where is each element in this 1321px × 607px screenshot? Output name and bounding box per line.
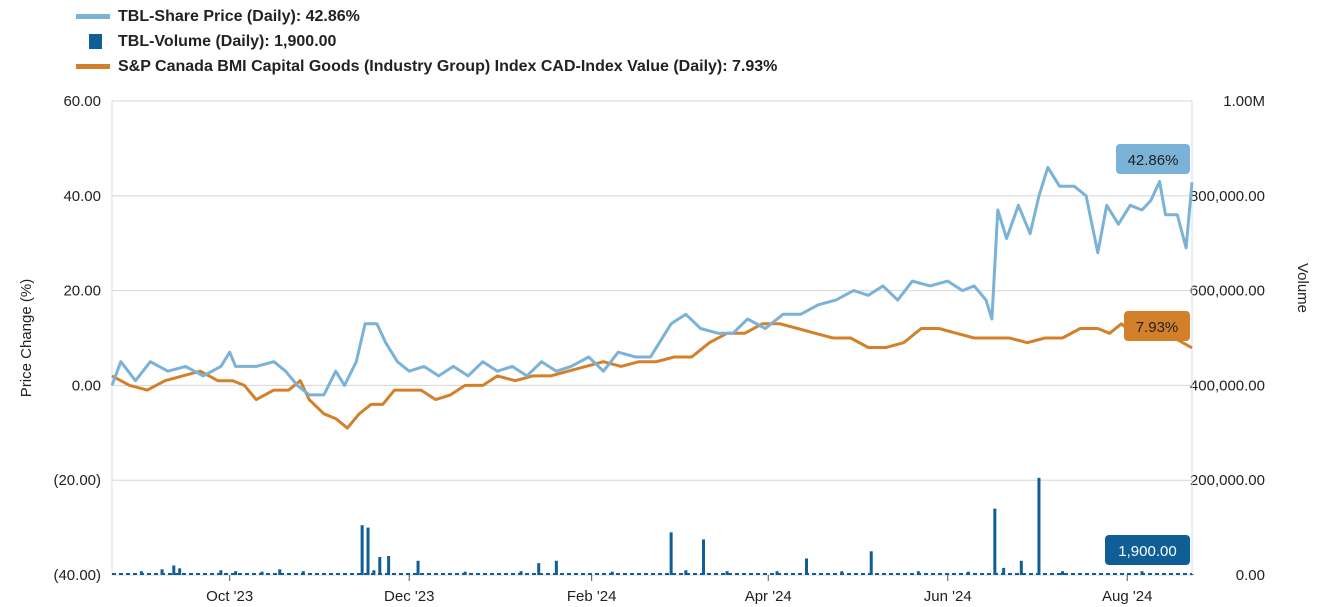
volume-bar — [610, 571, 614, 575]
volume-bar — [916, 571, 920, 575]
volume-bar — [1140, 571, 1144, 575]
volume-bar — [301, 571, 305, 575]
legend-item-index: S&P Canada BMI Capital Goods (Industry G… — [76, 54, 777, 79]
volume-bar — [840, 571, 844, 575]
value-callout-label: 42.86% — [1128, 152, 1179, 169]
volume-bar — [669, 532, 673, 575]
y-axis-title: Price Change (%) — [18, 279, 35, 397]
x-tick-label: Dec '23 — [384, 588, 434, 605]
share-price-line — [110, 165, 1194, 397]
x-tick-label: Apr '24 — [745, 588, 792, 605]
volume-bar — [366, 527, 370, 575]
y-tick-label: (40.00) — [53, 567, 101, 584]
volume-bar — [1190, 574, 1194, 576]
volume-bar — [463, 571, 467, 575]
volume-bar — [554, 560, 558, 575]
legend: TBL-Share Price (Daily): 42.86% TBL-Volu… — [76, 4, 777, 79]
volume-bar — [160, 569, 164, 575]
volume-bar — [684, 570, 688, 575]
y-tick-label: 60.00 — [63, 93, 101, 110]
legend-label: TBL-Share Price (Daily): 42.86% — [118, 7, 360, 25]
volume-bar — [993, 508, 997, 575]
value-callout-label: 7.93% — [1136, 319, 1179, 336]
legend-item-share-price: TBL-Share Price (Daily): 42.86% — [76, 4, 777, 29]
legend-item-volume: TBL-Volume (Daily): 1,900.00 — [76, 29, 777, 54]
y-tick-label: (20.00) — [53, 472, 101, 489]
volume-bar — [219, 570, 223, 575]
y2-tick-label: 800,000.00 — [1190, 188, 1265, 205]
y-tick-label: 20.00 — [63, 283, 101, 300]
y2-tick-label: 0.00 — [1236, 567, 1265, 584]
x-tick-label: Jun '24 — [924, 588, 972, 605]
x-tick-label: Feb '24 — [567, 588, 617, 605]
volume-bar — [278, 569, 282, 575]
volume-bar — [416, 560, 420, 575]
volume-bar — [519, 571, 523, 575]
volume-bar — [172, 565, 176, 575]
volume-bar — [804, 558, 808, 575]
volume-bar — [360, 525, 364, 575]
y2-tick-label: 1.00M — [1223, 93, 1265, 110]
volume-bar — [775, 571, 779, 575]
volume-bar — [372, 570, 376, 575]
legend-swatch — [76, 64, 110, 69]
volume-bar — [1002, 567, 1006, 575]
y2-tick-label: 200,000.00 — [1190, 472, 1265, 489]
y-tick-label: 40.00 — [63, 188, 101, 205]
volume-bar — [701, 539, 705, 575]
legend-label: TBL-Volume (Daily): 1,900.00 — [118, 32, 337, 50]
legend-swatch — [89, 34, 102, 49]
value-callout — [1105, 535, 1190, 565]
volume-bar — [869, 551, 873, 575]
legend-swatch — [76, 14, 110, 19]
volume-bar — [387, 556, 391, 575]
value-callout-label: 1,900.00 — [1118, 543, 1176, 560]
y-tick-label: 0.00 — [72, 377, 101, 394]
value-callout — [1116, 144, 1190, 174]
volume-bar — [378, 556, 382, 575]
y2-axis-title: Volume — [1294, 263, 1311, 313]
volume-bar — [234, 571, 238, 575]
value-callout — [1124, 311, 1190, 341]
volume-bar — [1061, 571, 1065, 575]
x-tick-label: Oct '23 — [206, 588, 253, 605]
legend-label: S&P Canada BMI Capital Goods (Industry G… — [118, 57, 778, 75]
y2-tick-label: 400,000.00 — [1190, 377, 1265, 394]
volume-bar — [1037, 477, 1041, 575]
volume-bar — [178, 568, 182, 575]
volume-bar — [1019, 560, 1023, 575]
volume-bar — [260, 571, 264, 575]
index-line — [111, 317, 1193, 430]
volume-bar — [966, 571, 970, 575]
volume-bar — [725, 571, 729, 575]
y2-tick-label: 600,000.00 — [1190, 283, 1265, 300]
volume-bar — [139, 571, 143, 575]
volume-bar — [537, 563, 541, 575]
x-tick-label: Aug '24 — [1102, 588, 1152, 605]
